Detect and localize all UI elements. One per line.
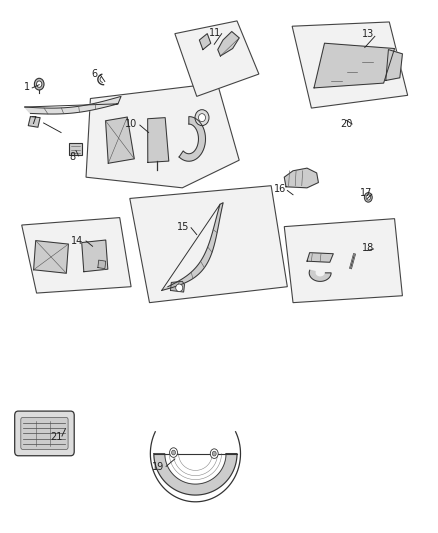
Text: 17: 17	[360, 188, 372, 198]
Polygon shape	[174, 21, 258, 96]
Text: 19: 19	[152, 463, 164, 472]
Ellipse shape	[169, 448, 177, 457]
Polygon shape	[284, 219, 402, 303]
Polygon shape	[21, 217, 131, 293]
Polygon shape	[385, 50, 402, 80]
Text: 6: 6	[92, 69, 98, 79]
Polygon shape	[98, 260, 106, 269]
Text: 10: 10	[125, 119, 137, 129]
Polygon shape	[153, 454, 237, 495]
Text: 18: 18	[361, 243, 374, 253]
Ellipse shape	[36, 81, 42, 87]
Polygon shape	[306, 253, 332, 262]
Ellipse shape	[171, 450, 175, 455]
Polygon shape	[130, 185, 287, 303]
Polygon shape	[170, 281, 184, 292]
Polygon shape	[291, 22, 407, 108]
Text: 16: 16	[273, 184, 286, 195]
Polygon shape	[179, 117, 205, 161]
Polygon shape	[147, 118, 168, 163]
Text: 1: 1	[24, 82, 30, 92]
Ellipse shape	[210, 449, 218, 458]
Text: 20: 20	[339, 119, 352, 129]
Ellipse shape	[212, 451, 216, 456]
Polygon shape	[217, 31, 239, 56]
Ellipse shape	[194, 110, 208, 126]
Text: 14: 14	[71, 236, 83, 246]
FancyBboxPatch shape	[21, 417, 68, 449]
Polygon shape	[28, 117, 40, 127]
Ellipse shape	[175, 284, 182, 292]
Text: 15: 15	[177, 222, 189, 232]
Ellipse shape	[364, 192, 371, 202]
Ellipse shape	[198, 114, 205, 122]
Polygon shape	[313, 43, 394, 88]
Text: 8: 8	[69, 152, 75, 162]
Polygon shape	[308, 270, 330, 281]
Text: 21: 21	[50, 432, 63, 442]
Polygon shape	[161, 203, 223, 290]
Polygon shape	[199, 34, 210, 50]
Polygon shape	[284, 168, 318, 188]
Ellipse shape	[34, 78, 44, 90]
Text: 7: 7	[30, 116, 36, 126]
FancyBboxPatch shape	[14, 411, 74, 456]
Ellipse shape	[365, 195, 370, 200]
Polygon shape	[34, 240, 68, 273]
Polygon shape	[86, 83, 239, 188]
Text: 11: 11	[208, 28, 221, 38]
Text: 13: 13	[361, 29, 374, 39]
Polygon shape	[81, 240, 108, 272]
Polygon shape	[25, 96, 121, 114]
Polygon shape	[105, 117, 134, 163]
FancyBboxPatch shape	[69, 143, 81, 156]
